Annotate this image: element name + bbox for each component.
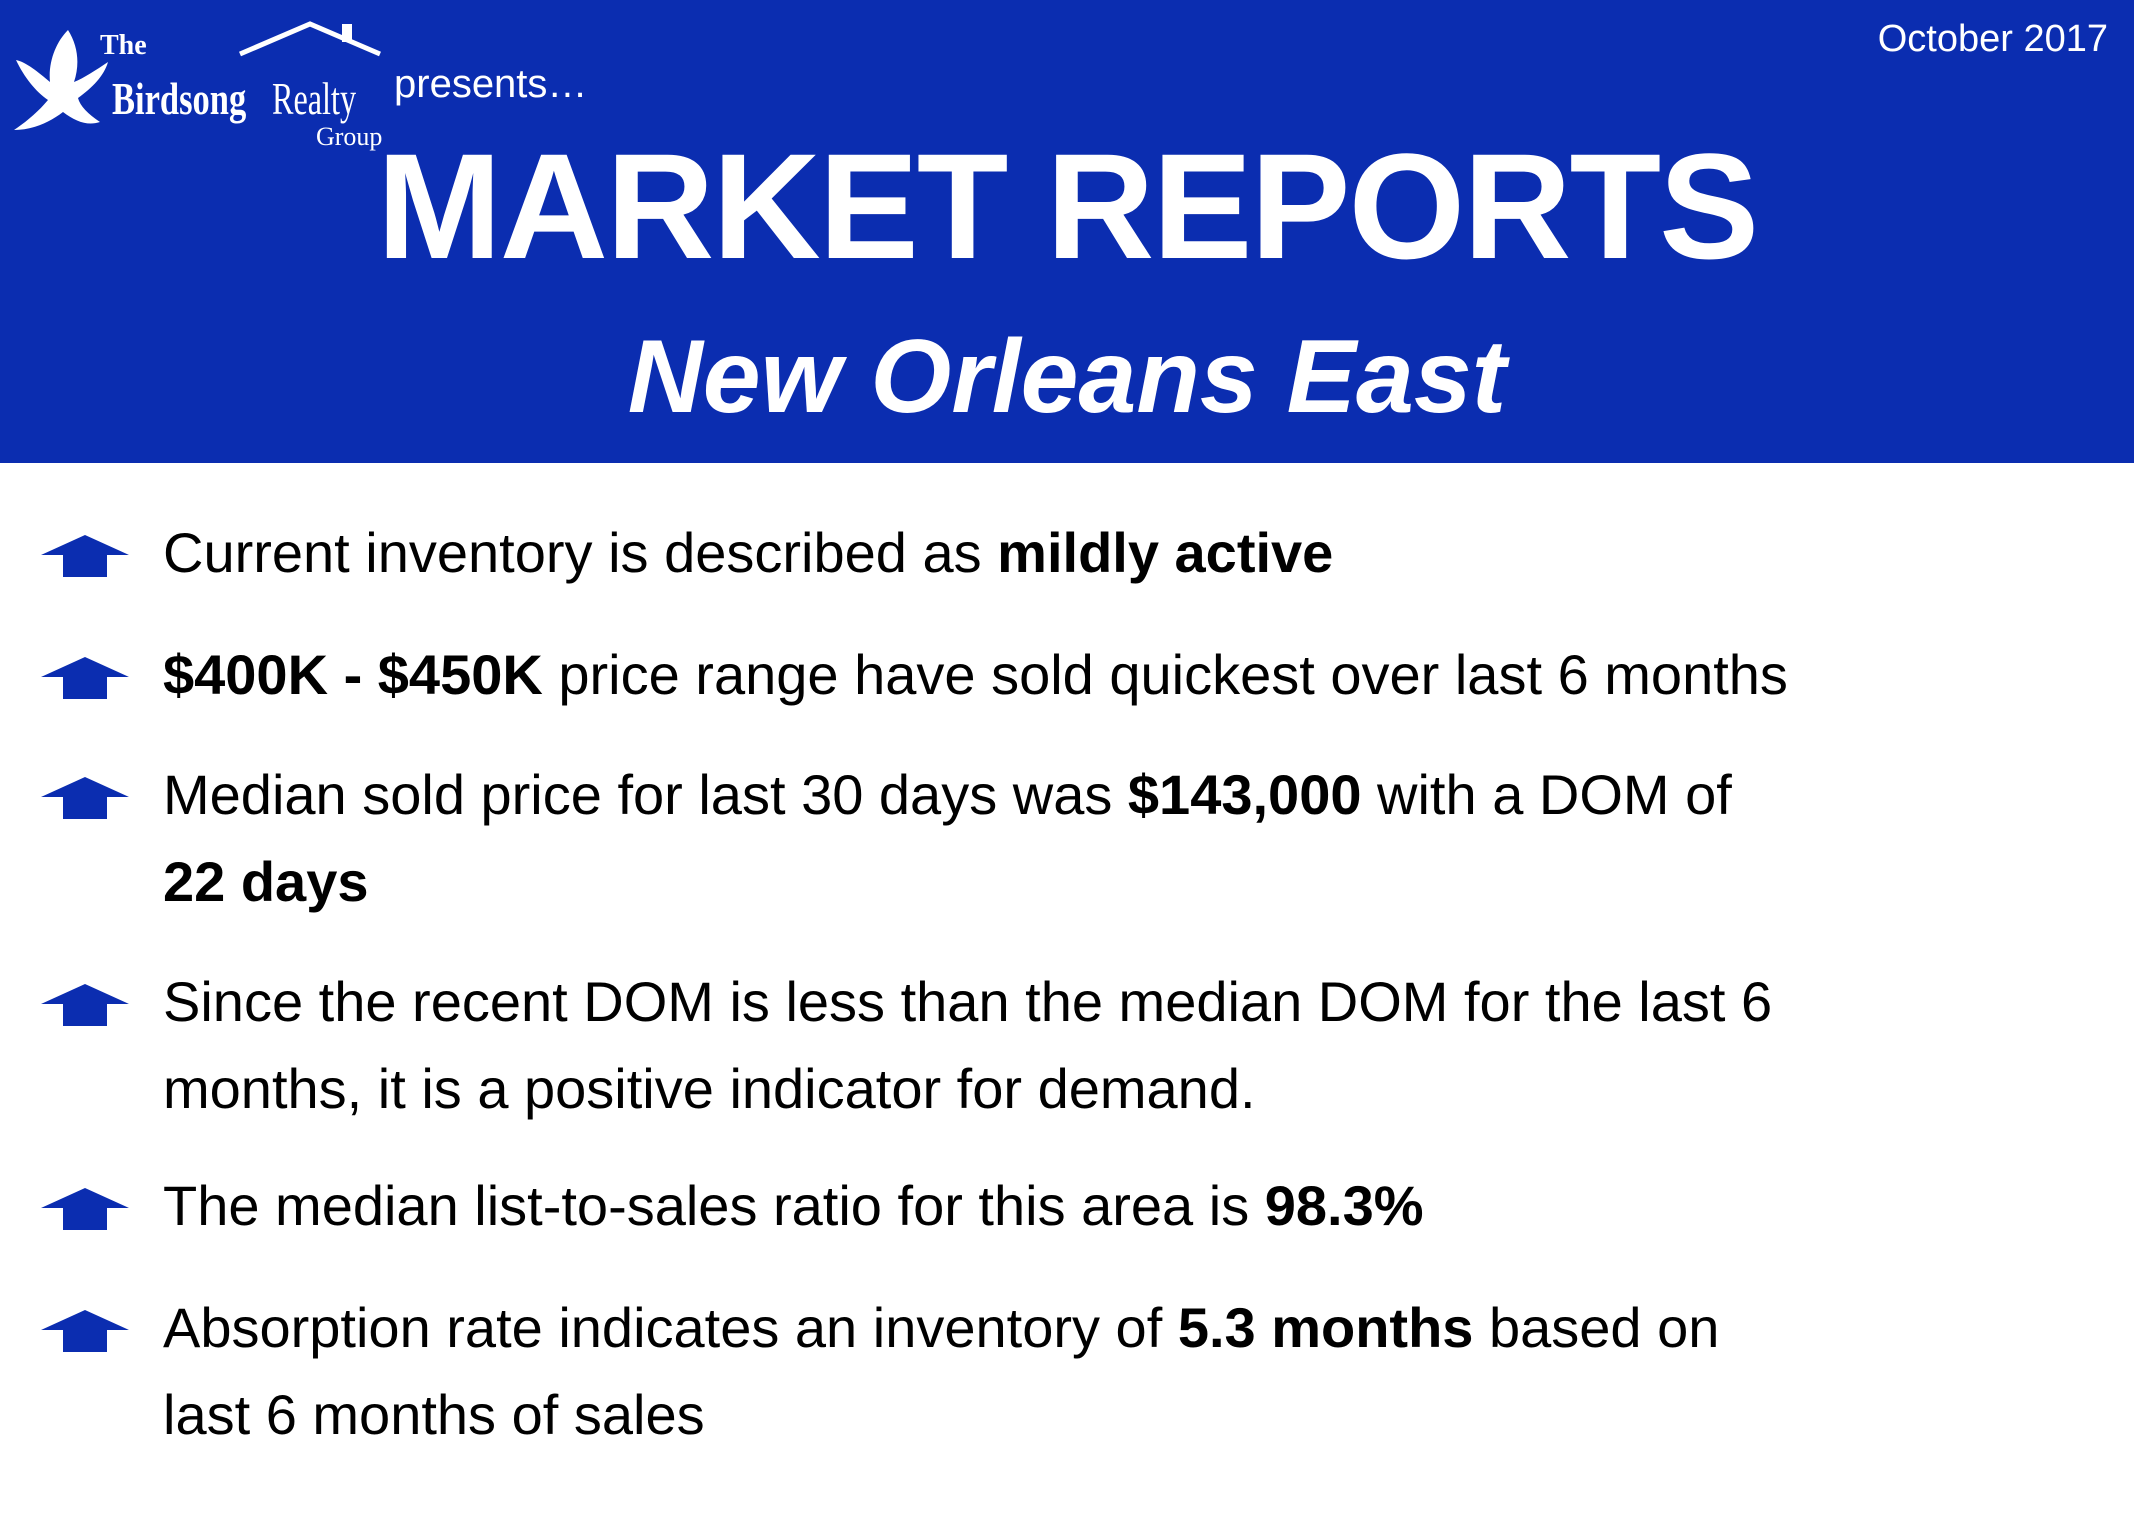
text: with a DOM of (1361, 763, 1732, 826)
bold-text: 98.3% (1264, 1174, 1424, 1237)
text: Absorption rate indicates an inventory o… (163, 1296, 1178, 1359)
bold-text: $143,000 (1127, 763, 1362, 826)
text: price range have sold quickest over last… (542, 643, 1788, 706)
bullet-line: The median list-to-sales ratio for this … (163, 1178, 1424, 1234)
bullet-line: Absorption rate indicates an inventory o… (163, 1300, 1719, 1356)
logo-name: Realty (272, 73, 357, 124)
text: months, it is a positive indicator for d… (163, 1057, 1256, 1120)
bold-text: 5.3 months (1177, 1296, 1474, 1359)
text: last 6 months of sales (163, 1383, 705, 1446)
bullet-line: Median sold price for last 30 days was $… (163, 767, 1732, 823)
text: Current inventory is described as (163, 521, 998, 584)
bullet-line: last 6 months of sales (163, 1387, 705, 1443)
bullet-arrow (41, 657, 129, 699)
logo-group: Group (316, 122, 383, 151)
bullet-line: $400K - $450K price range have sold quic… (163, 647, 1788, 703)
bullet-arrow (41, 1188, 129, 1230)
bold-text: mildly active (997, 521, 1334, 584)
bullet-line: months, it is a positive indicator for d… (163, 1061, 1256, 1117)
bold-text: 22 days (163, 850, 369, 913)
bullet-arrow (41, 777, 129, 819)
logo-the: The (100, 30, 147, 61)
presents: presents… (394, 62, 588, 106)
bullet-arrow (41, 984, 129, 1026)
title: MARKET REPORTS (376, 122, 1759, 290)
bullet-line: 22 days (163, 854, 369, 910)
date: October 2017 (1877, 18, 2108, 60)
bullet-line: Since the recent DOM is less than the me… (163, 974, 1772, 1030)
text: Median sold price for last 30 days was (163, 763, 1128, 826)
bullet-arrow (41, 535, 129, 577)
subtitle: New Orleans East (627, 319, 1507, 435)
text: based on (1473, 1296, 1720, 1359)
logo-bird (14, 30, 108, 130)
bold-text: $400K - $450K (163, 643, 543, 706)
bullet-line: Current inventory is described as mildly… (163, 525, 1333, 581)
logo-name: Birdsong (112, 73, 247, 124)
text: The median list-to-sales ratio for this … (163, 1174, 1265, 1237)
logo-roof (239, 21, 381, 57)
bullet-arrow (41, 1310, 129, 1352)
header-banner: The Birdsong Realty Group presents… Octo… (0, 0, 2134, 463)
text: Since the recent DOM is less than the me… (163, 970, 1773, 1033)
